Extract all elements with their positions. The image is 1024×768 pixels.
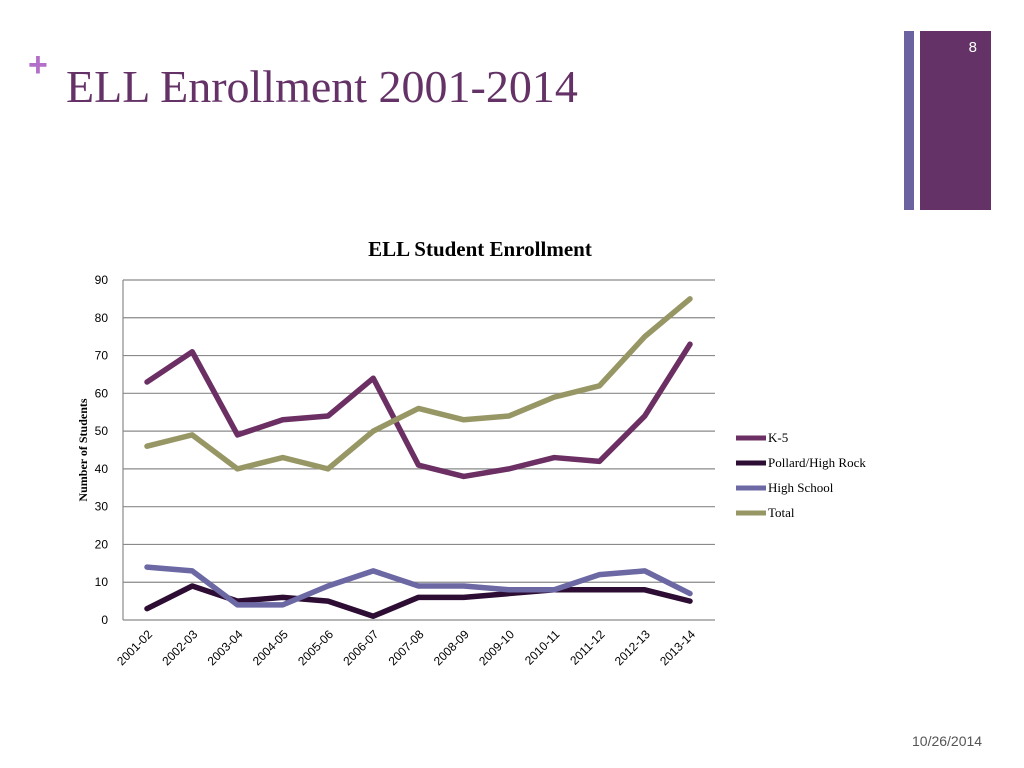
- y-tick-label: 0: [101, 613, 108, 627]
- series-lines: [144, 296, 693, 619]
- y-axis-ticks: 0 10 20 30 40 50 60 70 80 90: [95, 273, 109, 627]
- y-tick-label: 90: [95, 273, 109, 287]
- x-tick-label: 2003-04: [205, 627, 246, 668]
- legend-label: High School: [768, 480, 834, 495]
- series-line-total: [144, 296, 693, 472]
- slide-date: 10/26/2014: [912, 733, 983, 749]
- accent-bar: [904, 31, 914, 210]
- y-tick-label: 50: [95, 424, 109, 438]
- x-tick-label: 2004-05: [250, 627, 291, 668]
- slide-title: ELL Enrollment 2001-2014: [66, 61, 578, 112]
- legend-label: K-5: [768, 430, 788, 445]
- x-tick-label: 2011-12: [567, 627, 608, 668]
- y-tick-label: 10: [95, 575, 109, 589]
- series-line-pollard-high-rock: [144, 583, 693, 619]
- y-tick-label: 80: [95, 311, 109, 325]
- x-tick-label: 2006-07: [340, 627, 381, 668]
- x-tick-label: 2012-13: [612, 627, 653, 668]
- legend-label: Total: [768, 505, 795, 520]
- x-tick-label: 2002-03: [159, 627, 200, 668]
- y-tick-label: 70: [95, 349, 109, 363]
- series-line-high-school: [144, 564, 693, 608]
- x-tick-label: 2009-10: [476, 627, 517, 668]
- legend-label: Pollard/High Rock: [768, 455, 866, 470]
- series-line-k-5: [144, 341, 693, 480]
- x-tick-label: 2005-06: [295, 627, 336, 668]
- y-tick-label: 20: [95, 537, 109, 551]
- x-tick-label: 2013-14: [657, 627, 698, 668]
- legend: K-5 Pollard/High Rock High School Total: [736, 430, 866, 520]
- y-tick-label: 60: [95, 386, 109, 400]
- accent-box: 8: [920, 31, 991, 210]
- chart-title: ELL Student Enrollment: [368, 237, 592, 261]
- y-tick-label: 30: [95, 500, 109, 514]
- grid-lines: [122, 279, 715, 621]
- x-tick-label: 2008-09: [431, 627, 472, 668]
- plus-icon: +: [28, 46, 48, 84]
- x-tick-label: 2010-11: [522, 627, 563, 668]
- x-tick-label: 2007-08: [386, 627, 427, 668]
- x-axis-ticks: 2001-02 2002-03 2003-04 2004-05 2005-06 2006-…: [114, 627, 698, 668]
- y-tick-label: 40: [95, 462, 109, 476]
- y-axis-label: Number of Students: [76, 398, 90, 501]
- x-tick-label: 2001-02: [114, 627, 155, 668]
- slide-number: 8: [968, 39, 977, 56]
